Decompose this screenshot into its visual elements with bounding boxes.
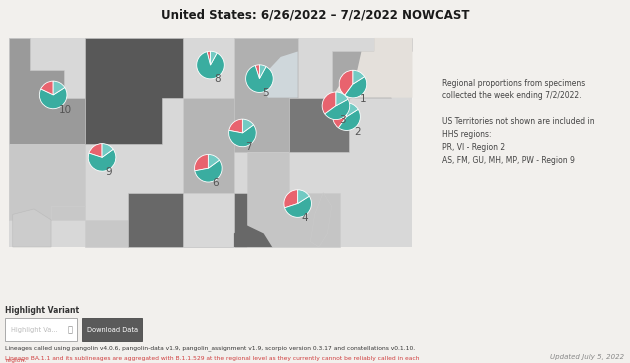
Text: 3: 3	[339, 115, 346, 125]
Wedge shape	[197, 52, 224, 79]
Text: 7: 7	[246, 142, 252, 152]
Polygon shape	[331, 38, 413, 98]
Wedge shape	[209, 154, 219, 168]
Text: ⌕: ⌕	[68, 325, 73, 334]
Text: Updated July 5, 2022: Updated July 5, 2022	[549, 354, 624, 360]
Wedge shape	[345, 77, 367, 98]
Wedge shape	[336, 92, 348, 106]
Polygon shape	[289, 98, 349, 152]
Wedge shape	[102, 144, 113, 158]
Polygon shape	[51, 206, 127, 247]
Polygon shape	[9, 38, 85, 144]
Polygon shape	[331, 52, 391, 98]
Polygon shape	[311, 193, 331, 247]
Text: Lineages called using pangolin v4.0.6, pangolin-data v1.9, pangolin_assignment v: Lineages called using pangolin v4.0.6, p…	[5, 346, 415, 351]
Wedge shape	[246, 65, 273, 93]
Wedge shape	[195, 154, 209, 171]
Text: 10: 10	[59, 105, 72, 115]
Wedge shape	[243, 119, 253, 133]
Wedge shape	[284, 190, 297, 208]
Wedge shape	[229, 125, 256, 147]
Polygon shape	[9, 38, 413, 247]
Text: 1: 1	[360, 94, 367, 104]
Wedge shape	[89, 144, 102, 158]
Polygon shape	[260, 52, 297, 98]
Wedge shape	[297, 190, 309, 204]
Wedge shape	[285, 196, 311, 217]
Text: 8: 8	[214, 74, 221, 85]
Polygon shape	[234, 225, 272, 247]
Wedge shape	[322, 92, 336, 114]
Wedge shape	[195, 160, 222, 182]
Polygon shape	[183, 98, 246, 193]
Polygon shape	[374, 38, 413, 52]
Wedge shape	[325, 99, 350, 119]
Wedge shape	[346, 103, 358, 117]
Text: 2: 2	[354, 127, 360, 136]
Text: Regional proportions from specimens
collected the week ending 7/2/2022.

US Terr: Regional proportions from specimens coll…	[442, 79, 594, 165]
Wedge shape	[41, 81, 53, 95]
Text: 4: 4	[301, 213, 308, 224]
Text: Download Data: Download Data	[86, 327, 138, 333]
Polygon shape	[127, 193, 272, 247]
Wedge shape	[210, 51, 217, 65]
Polygon shape	[246, 152, 340, 247]
Wedge shape	[338, 109, 360, 130]
Polygon shape	[85, 38, 183, 144]
Wedge shape	[339, 70, 353, 95]
Polygon shape	[234, 38, 297, 152]
Text: region.: region.	[5, 358, 26, 363]
Wedge shape	[353, 70, 365, 84]
Wedge shape	[53, 81, 65, 95]
Polygon shape	[13, 209, 51, 247]
Text: Highlight Va...: Highlight Va...	[11, 327, 58, 333]
Wedge shape	[88, 149, 116, 171]
Wedge shape	[333, 103, 347, 128]
Wedge shape	[260, 65, 266, 79]
Text: Highlight Variant: Highlight Variant	[5, 306, 79, 315]
FancyBboxPatch shape	[5, 318, 77, 341]
Text: Lineage BA.1.1 and its sublineages are aggregated with B.1.1.529 at the regional: Lineage BA.1.1 and its sublineages are a…	[5, 356, 420, 360]
Text: United States: 6/26/2022 – 7/2/2022 NOWCAST: United States: 6/26/2022 – 7/2/2022 NOWC…	[161, 8, 469, 21]
Wedge shape	[255, 65, 260, 79]
Polygon shape	[9, 144, 85, 220]
FancyBboxPatch shape	[82, 318, 142, 341]
Wedge shape	[39, 87, 67, 109]
Text: 9: 9	[105, 167, 112, 177]
Text: 6: 6	[212, 178, 219, 188]
Wedge shape	[229, 119, 243, 133]
Wedge shape	[207, 51, 210, 65]
Text: 5: 5	[262, 88, 268, 98]
